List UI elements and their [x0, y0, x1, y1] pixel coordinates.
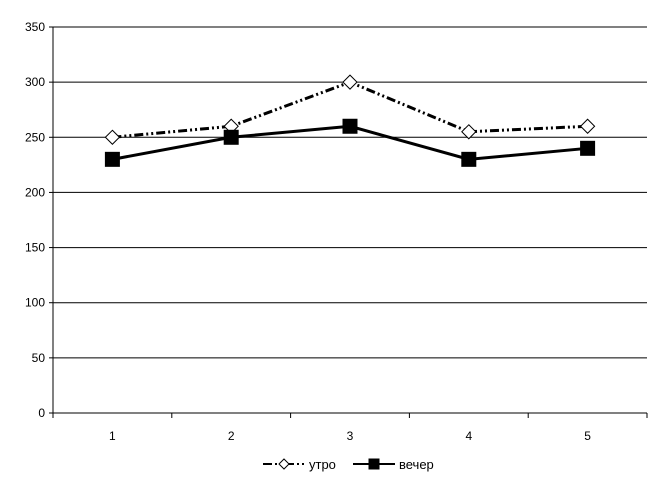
legend: утро вечер	[263, 457, 434, 472]
y-tick-label: 250	[25, 130, 45, 144]
data-point	[342, 74, 358, 90]
y-tick-label: 200	[25, 185, 45, 199]
y-tick-label: 150	[25, 241, 45, 255]
axes	[49, 26, 648, 418]
y-tick-label: 100	[25, 296, 45, 310]
data-point	[461, 124, 477, 140]
x-tick-labels: 1 2 3 4 5	[109, 429, 591, 443]
data-point	[104, 151, 120, 167]
legend-label: утро	[309, 457, 336, 472]
x-tick-label: 5	[584, 429, 591, 443]
data-point	[461, 151, 477, 167]
y-tick-label: 0	[38, 406, 45, 420]
legend-entry: вечер	[353, 457, 434, 472]
data-point	[104, 129, 121, 145]
x-tick-label: 3	[347, 429, 354, 443]
data-point	[580, 140, 596, 156]
legend-marker	[278, 458, 290, 470]
legend-marker	[368, 458, 380, 470]
data-point	[579, 118, 596, 134]
x-tick-label: 1	[109, 429, 116, 443]
series	[104, 74, 596, 167]
y-tick-label: 350	[25, 20, 45, 34]
x-tick-label: 4	[465, 429, 472, 443]
series-1	[104, 74, 596, 145]
x-tick-label: 2	[228, 429, 235, 443]
data-point	[223, 129, 239, 145]
y-tick-label: 50	[32, 351, 46, 365]
series-2	[104, 118, 596, 167]
y-tick-label: 300	[25, 75, 45, 89]
legend-label: вечер	[399, 457, 434, 472]
legend-entry: утро	[263, 457, 336, 472]
data-point	[342, 118, 358, 134]
y-tick-labels: 0 50 100 150 200 250 300 350	[25, 20, 45, 420]
